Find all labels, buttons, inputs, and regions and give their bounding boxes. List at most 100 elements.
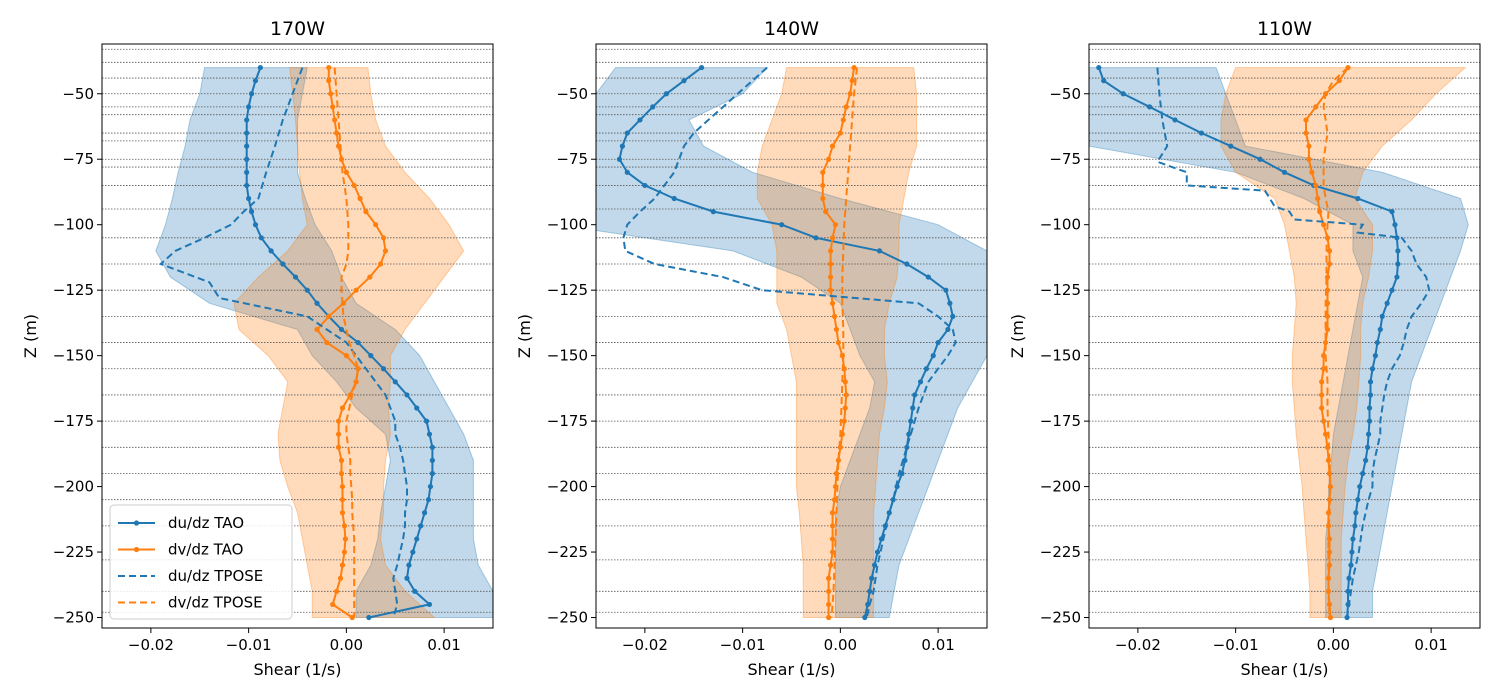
data-point-dv-dz-tao bbox=[826, 575, 832, 581]
data-point-dv-dz-tao bbox=[337, 575, 344, 581]
data-point-du-dz-tao bbox=[1228, 143, 1234, 149]
y-tick-label: −175 bbox=[53, 412, 94, 430]
data-point-du-dz-tao bbox=[429, 457, 435, 463]
data-point-dv-dz-tao bbox=[339, 483, 346, 490]
data-point-dv-dz-tao bbox=[831, 313, 838, 319]
y-tick-label: −250 bbox=[1040, 609, 1081, 627]
data-point-dv-dz-tao bbox=[1327, 614, 1334, 621]
data-point-du-dz-tao bbox=[910, 405, 916, 411]
data-point-du-dz-tao bbox=[429, 470, 435, 477]
data-point-dv-dz-tao bbox=[835, 457, 842, 463]
series-line-du-dz-tpose bbox=[158, 67, 408, 618]
data-point-du-dz-tao bbox=[1367, 379, 1374, 385]
series-line-dv-dz-tpose bbox=[333, 67, 360, 618]
data-point-du-dz-tao bbox=[642, 182, 648, 189]
data-point-dv-dz-tao bbox=[1319, 405, 1325, 411]
series-lines bbox=[616, 64, 957, 621]
data-point-dv-dz-tao bbox=[1321, 222, 1327, 228]
data-point-dv-dz-tao bbox=[1319, 379, 1325, 385]
y-axis-label: Z (m) bbox=[21, 314, 40, 358]
legend-entry-label: dv/dz TPOSE bbox=[168, 594, 263, 612]
y-tick-label: −250 bbox=[53, 609, 94, 627]
data-point-du-dz-tao bbox=[637, 117, 643, 123]
x-tick-label: −0.01 bbox=[226, 636, 272, 654]
y-tick-label: −150 bbox=[547, 347, 588, 365]
data-point-dv-dz-tao bbox=[1306, 156, 1312, 162]
data-point-du-dz-tao bbox=[414, 536, 420, 542]
data-point-du-dz-tao bbox=[414, 405, 420, 411]
data-point-du-dz-tao bbox=[912, 392, 918, 398]
data-point-dv-dz-tao bbox=[840, 117, 846, 123]
data-point-du-dz-tao bbox=[930, 353, 936, 359]
data-point-du-dz-tao bbox=[248, 209, 255, 215]
x-tick-label: 0.01 bbox=[427, 636, 460, 654]
data-point-du-dz-tao bbox=[899, 470, 905, 477]
data-point-dv-dz-tao bbox=[829, 143, 836, 149]
data-point-dv-dz-tao bbox=[1326, 248, 1333, 254]
data-point-dv-dz-tao bbox=[339, 405, 346, 411]
data-point-du-dz-tao bbox=[1365, 431, 1372, 437]
data-point-dv-dz-tao bbox=[820, 182, 826, 189]
y-tick-label: −200 bbox=[1040, 478, 1081, 496]
data-point-du-dz-tao bbox=[876, 248, 883, 254]
data-point-du-dz-tao bbox=[244, 143, 250, 149]
data-point-dv-dz-tao bbox=[339, 497, 346, 503]
data-point-du-dz-tao bbox=[945, 326, 951, 333]
data-point-dv-dz-tao bbox=[353, 287, 359, 293]
data-point-du-dz-tao bbox=[304, 287, 310, 293]
data-point-du-dz-tao bbox=[1379, 313, 1385, 319]
y-tick-label: −200 bbox=[547, 478, 588, 496]
x-axis-label: Shear (1/s) bbox=[748, 660, 836, 679]
data-point-du-dz-tao bbox=[421, 510, 428, 516]
data-point-dv-dz-tao bbox=[341, 523, 348, 529]
axes-frame bbox=[101, 43, 494, 629]
data-point-du-dz-tao bbox=[1345, 588, 1351, 594]
data-point-du-dz-tao bbox=[1377, 326, 1383, 333]
data-point-dv-dz-tao bbox=[828, 261, 834, 267]
data-point-du-dz-tao bbox=[862, 614, 868, 621]
data-point-dv-dz-tao bbox=[343, 353, 349, 359]
data-point-du-dz-tao bbox=[1096, 64, 1102, 71]
data-point-du-dz-tao bbox=[368, 353, 374, 359]
data-point-du-dz-tao bbox=[947, 300, 953, 306]
data-point-du-dz-tao bbox=[1198, 130, 1205, 136]
data-point-du-dz-tao bbox=[813, 235, 819, 241]
data-point-du-dz-tao bbox=[280, 261, 286, 267]
data-point-dv-dz-tao bbox=[829, 510, 836, 516]
data-point-dv-dz-tao bbox=[826, 614, 832, 621]
data-point-du-dz-tao bbox=[244, 156, 250, 162]
data-point-dv-dz-tao bbox=[835, 339, 842, 346]
data-point-du-dz-tao bbox=[710, 209, 716, 215]
y-tick-label: −175 bbox=[547, 412, 588, 430]
data-point-dv-dz-tao bbox=[328, 91, 334, 97]
data-point-du-dz-tao bbox=[292, 274, 299, 280]
panel-title: 110W bbox=[1257, 18, 1312, 40]
data-point-du-dz-tao bbox=[671, 195, 677, 202]
data-point-dv-dz-tao bbox=[841, 418, 847, 424]
data-point-du-dz-tao bbox=[1363, 457, 1369, 463]
data-point-dv-dz-tao bbox=[326, 313, 332, 319]
data-point-du-dz-tao bbox=[779, 222, 785, 228]
data-point-du-dz-tao bbox=[355, 339, 361, 346]
data-point-dv-dz-tao bbox=[828, 562, 834, 568]
data-point-dv-dz-tao bbox=[1303, 130, 1309, 136]
data-point-dv-dz-tao bbox=[335, 431, 342, 437]
data-point-dv-dz-tao bbox=[1303, 117, 1309, 123]
y-tick-label: −225 bbox=[53, 543, 94, 561]
legend-entry-label: du/dz TAO bbox=[168, 514, 244, 532]
data-point-du-dz-tao bbox=[404, 392, 410, 398]
data-point-du-dz-tao bbox=[406, 562, 412, 568]
data-point-du-dz-tao bbox=[906, 431, 912, 437]
data-point-dv-dz-tao bbox=[1322, 431, 1329, 437]
data-point-du-dz-tao bbox=[874, 549, 881, 555]
data-point-du-dz-tao bbox=[246, 195, 252, 202]
data-point-du-dz-tao bbox=[1360, 470, 1366, 477]
data-point-du-dz-tao bbox=[427, 483, 434, 490]
data-point-du-dz-tao bbox=[257, 64, 263, 71]
panel-140W: −0.02 −0.01 0.00 0.01 −50 −75 −100 −125 −150 −175… bbox=[515, 18, 988, 679]
grid-lines bbox=[1089, 48, 1480, 613]
data-point-du-dz-tao bbox=[1257, 156, 1263, 162]
y-tick-label: −100 bbox=[547, 216, 588, 234]
data-point-dv-dz-tao bbox=[843, 104, 849, 110]
